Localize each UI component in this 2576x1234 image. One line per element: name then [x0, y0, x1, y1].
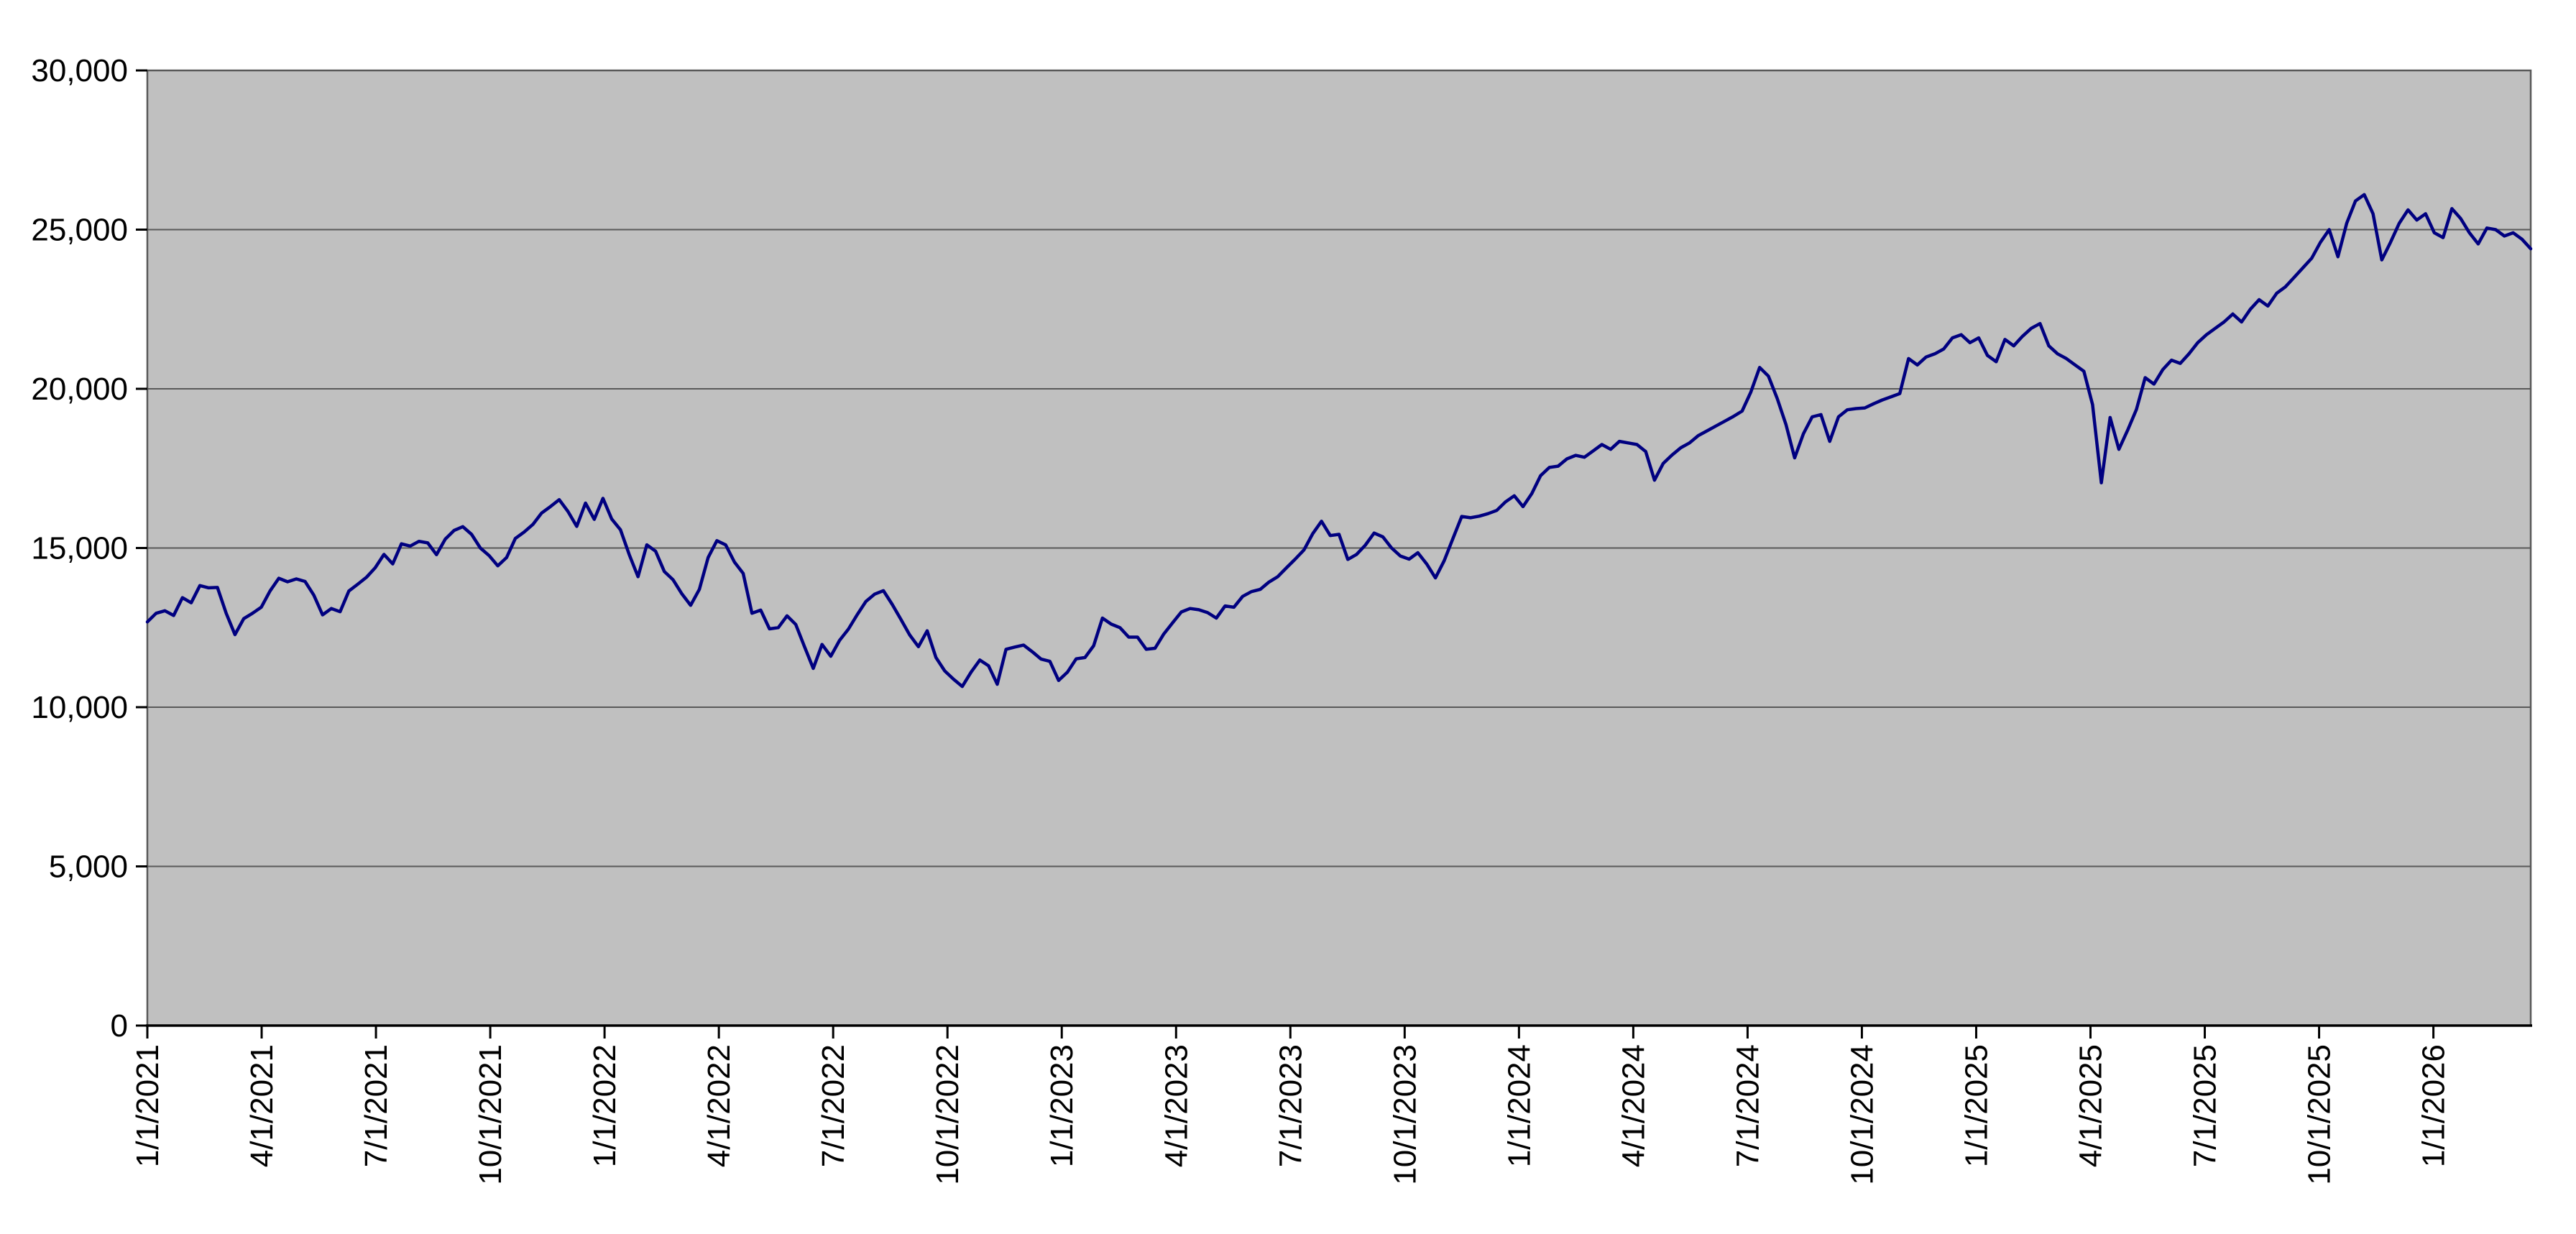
y-tick-label: 30,000	[31, 53, 128, 88]
x-tick-label: 10/1/2024	[1844, 1044, 1880, 1185]
x-tick-label: 4/1/2023	[1159, 1044, 1194, 1167]
data-series-line	[145, 193, 2533, 689]
x-tick-label: 1/1/2025	[1959, 1044, 1994, 1167]
y-tick-label: 25,000	[31, 213, 128, 248]
x-tick-label: 4/1/2021	[244, 1044, 280, 1167]
x-tick-label: 7/1/2022	[816, 1044, 851, 1167]
x-tick-label: 10/1/2025	[2302, 1044, 2337, 1185]
x-tick-label: 4/1/2025	[2074, 1044, 2109, 1167]
x-tick-label: 10/1/2022	[930, 1044, 965, 1185]
x-tick-label: 4/1/2022	[702, 1044, 737, 1167]
x-tick-label: 1/1/2026	[2416, 1044, 2452, 1167]
x-tick-label: 10/1/2023	[1387, 1044, 1422, 1185]
x-tick-label: 7/1/2023	[1273, 1044, 1308, 1167]
x-tick-label: 10/1/2021	[473, 1044, 508, 1185]
x-tick-label: 1/1/2021	[130, 1044, 165, 1167]
x-tick-label: 7/1/2021	[359, 1044, 394, 1167]
x-tick-label: 7/1/2024	[1730, 1044, 1765, 1167]
x-tick-label: 7/1/2025	[2188, 1044, 2223, 1167]
y-tick-label: 10,000	[31, 690, 128, 725]
x-tick-label: 1/1/2023	[1044, 1044, 1080, 1167]
x-tick-label: 1/1/2024	[1501, 1044, 1537, 1167]
x-tick-label: 4/1/2024	[1616, 1044, 1651, 1167]
y-tick-label: 20,000	[31, 372, 128, 407]
y-tick-label: 5,000	[49, 849, 128, 885]
y-tick-label: 0	[111, 1008, 128, 1044]
y-tick-label: 15,000	[31, 531, 128, 566]
x-tick-label: 1/1/2022	[587, 1044, 622, 1167]
